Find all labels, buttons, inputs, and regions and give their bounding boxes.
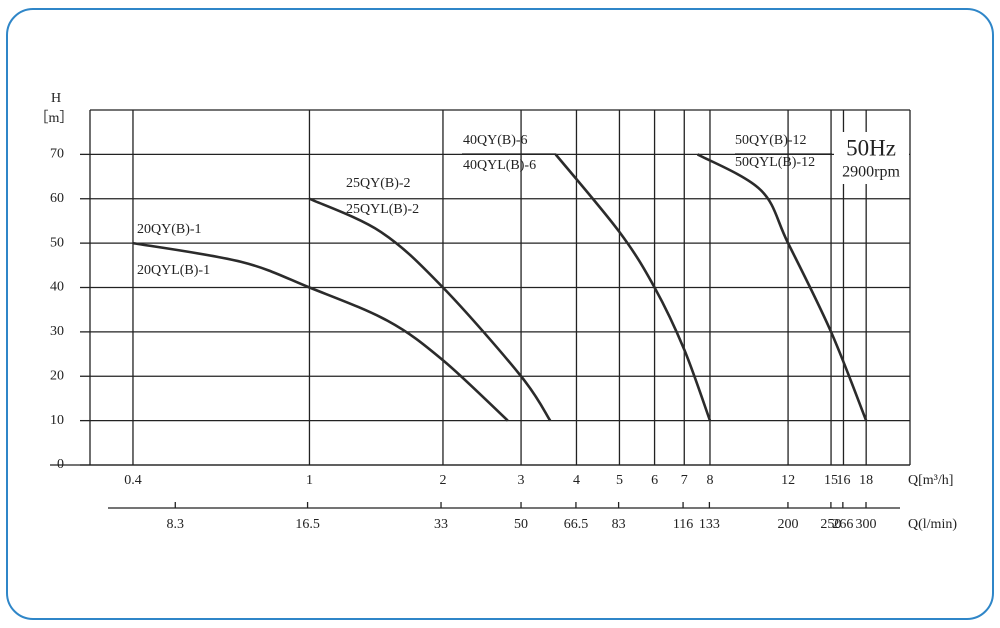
curve-label: 40QYL(B)-6 xyxy=(463,158,536,173)
x-tick-label: 2 xyxy=(439,473,446,488)
x-tick-label: 3 xyxy=(518,473,525,488)
curve-label: 50QY(B)-12 xyxy=(735,133,807,148)
x2-tick-label: 116 xyxy=(673,517,693,532)
y-tick-label: 0 xyxy=(57,457,64,472)
x-tick-label: 6 xyxy=(651,473,658,488)
y-tick-label: 10 xyxy=(50,413,64,428)
x2-tick-label: 266 xyxy=(832,517,853,532)
x2-tick-label: 8.3 xyxy=(167,517,185,532)
y-tick-label: 50 xyxy=(50,235,64,250)
x-tick-label: 18 xyxy=(859,473,873,488)
y-tick-label: 30 xyxy=(50,324,64,339)
pump-curve xyxy=(696,153,868,422)
x-tick-label: 8 xyxy=(706,473,713,488)
curve-label: 20QYL(B)-1 xyxy=(137,263,210,278)
x2-tick-label: 83 xyxy=(612,517,626,532)
x-label: Q[m³/h] xyxy=(908,473,953,488)
x-tick-label: 16 xyxy=(836,473,850,488)
label-bg xyxy=(834,132,909,184)
x-tick-label: 12 xyxy=(781,473,795,488)
x2-tick-label: 133 xyxy=(699,517,720,532)
x-tick-label: 4 xyxy=(573,473,580,488)
x-tick-label: 7 xyxy=(681,473,688,488)
y-tick-label: 40 xyxy=(50,280,64,295)
y-tick-label: 70 xyxy=(50,147,64,162)
x2-tick-label: 33 xyxy=(434,517,448,532)
pump-curve xyxy=(554,153,712,422)
x2-tick-label: 66.5 xyxy=(564,517,589,532)
pump-curve xyxy=(132,241,509,422)
x2-tick-label: 200 xyxy=(777,517,798,532)
curve-label: 25QY(B)-2 xyxy=(346,176,411,191)
curve-label: 40QY(B)-6 xyxy=(463,133,528,148)
curve-label: 25QYL(B)-2 xyxy=(346,202,419,217)
x2-tick-label: 16.5 xyxy=(295,517,320,532)
y-tick-label: 60 xyxy=(50,191,64,206)
curve-label: 20QY(B)-1 xyxy=(137,222,202,237)
x2-tick-label: 250 xyxy=(820,517,841,532)
frame xyxy=(6,8,994,620)
x-tick-label: 0.4 xyxy=(124,473,142,488)
pump-curve xyxy=(308,197,552,422)
curve-label: 50QYL(B)-12 xyxy=(735,155,815,170)
y-unit: ［m］ xyxy=(35,110,74,126)
speed: 2900rpm xyxy=(842,164,900,181)
y-label: H xyxy=(51,91,61,106)
x-tick-label: 5 xyxy=(616,473,623,488)
frequency: 50Hz xyxy=(846,135,896,160)
x2-tick-label: 50 xyxy=(514,517,528,532)
x2-tick-label: 300 xyxy=(856,517,877,532)
y-tick-label: 20 xyxy=(50,368,64,383)
x-tick-label: 15 xyxy=(824,473,838,488)
x-tick-label: 1 xyxy=(306,473,313,488)
x2-label: Q(l/min) xyxy=(908,517,957,532)
